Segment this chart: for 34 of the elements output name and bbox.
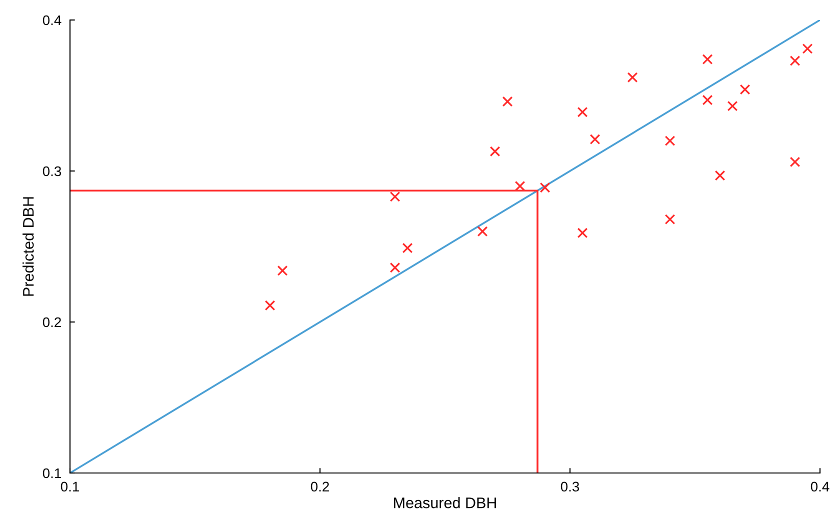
point — [664, 136, 676, 146]
point — [577, 106, 588, 118]
y-tick-label: 0.1 — [42, 468, 61, 478]
point — [490, 146, 500, 157]
x-tick-label: 0.3 — [560, 482, 580, 492]
y-axis-title: Predicted DBH — [22, 197, 34, 296]
point — [664, 214, 676, 225]
x-tick-label: 0.2 — [310, 482, 329, 492]
y-tick-label: 0.4 — [42, 15, 62, 26]
point — [264, 300, 276, 311]
point — [802, 43, 813, 54]
point — [702, 54, 713, 64]
point — [790, 56, 800, 66]
x-tick-label: 0.4 — [810, 482, 830, 492]
point — [502, 96, 513, 107]
point — [627, 72, 638, 83]
point — [402, 242, 413, 254]
point — [277, 265, 288, 276]
point — [514, 180, 526, 192]
point — [590, 134, 600, 145]
point — [714, 170, 726, 181]
point — [790, 156, 800, 168]
point — [477, 226, 488, 237]
point — [540, 182, 550, 193]
point — [727, 100, 738, 112]
x-tick-label: 0.1 — [60, 482, 79, 492]
x-axis-title: Measured DBH — [394, 497, 496, 508]
point — [740, 84, 750, 95]
point — [577, 228, 588, 238]
point — [702, 94, 713, 106]
point — [390, 262, 400, 273]
point — [390, 191, 400, 202]
y-tick-label: 0.2 — [42, 317, 61, 328]
y-tick-label: 0.3 — [42, 166, 62, 176]
